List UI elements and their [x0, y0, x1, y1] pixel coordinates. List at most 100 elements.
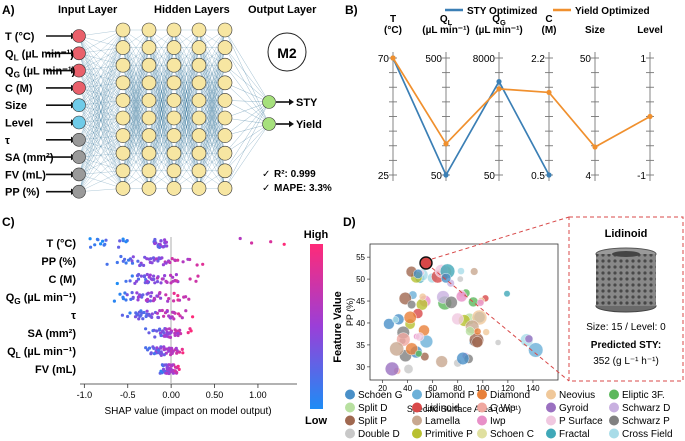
nn-edge: [148, 135, 175, 189]
shap-dot: [101, 239, 105, 243]
hidden-node: [191, 110, 207, 126]
hidden-node: [141, 110, 157, 126]
legend-label-yield: Yield Optimized: [575, 6, 650, 17]
series-point: [647, 113, 653, 120]
scatter-point: [405, 342, 419, 356]
shap-tick-label: -1.0: [77, 390, 93, 400]
nn-edge: [224, 101, 270, 136]
axis-max: 8000: [473, 54, 496, 65]
nn-edge: [198, 135, 226, 189]
nn-edge: [224, 29, 270, 103]
shap-dot: [155, 294, 159, 298]
shap-dot: [181, 260, 185, 264]
shap-dot: [115, 260, 119, 265]
shap-feature-label: PP (%): [41, 256, 76, 268]
shap-dot: [137, 272, 141, 277]
hidden-node: [166, 57, 182, 73]
input-label: Level: [5, 118, 33, 130]
nn-edge: [78, 29, 124, 175]
legend-label: Diamond: [490, 390, 530, 401]
shap-dot: [150, 261, 154, 265]
shap-dot: [124, 261, 128, 265]
series-point: [443, 141, 449, 147]
shap-dot: [148, 299, 152, 303]
shap-dot: [145, 312, 149, 316]
shap-dot: [159, 296, 163, 300]
scatter-xtick-label: 20: [378, 384, 387, 393]
shap-dot: [176, 294, 180, 298]
hidden-node: [141, 163, 157, 179]
nn-edge: [78, 29, 124, 54]
shap-dot: [154, 257, 158, 261]
shap-dot: [130, 259, 134, 263]
callout-title: Lidinoid: [605, 228, 648, 240]
nn-edge: [224, 65, 270, 125]
scatter-point: [440, 273, 452, 284]
series-point: [443, 172, 449, 178]
scatter-point: [451, 312, 464, 326]
nn-edge: [78, 82, 124, 192]
legend-marker: [345, 415, 355, 426]
hidden-node: [217, 93, 233, 108]
panel-d-letter: D): [343, 215, 356, 229]
parallel-lines: [390, 55, 653, 178]
shap-dot: [250, 241, 254, 245]
shap-feature-labels: T (°C) PP (%) C (M) QG (µL min⁻¹) τ SA (mm²) Q…: [6, 238, 77, 376]
panel-a-letter: A): [2, 3, 15, 17]
hidden-node: [166, 110, 182, 126]
shap-dot: [130, 291, 134, 295]
shap-dot: [118, 239, 122, 243]
shap-dot: [170, 346, 174, 350]
hidden-node: [166, 75, 182, 91]
nn-edge: [78, 29, 124, 123]
legend-marker: [345, 402, 355, 413]
axis-label: C: [545, 14, 552, 25]
shap-dot: [196, 274, 200, 278]
scatter-xtick-label: 100: [476, 384, 490, 393]
scatter-point: [435, 355, 448, 368]
shap-dot: [179, 332, 183, 336]
shap-dot: [102, 243, 106, 247]
legend-marker: [546, 415, 556, 426]
shap-dot: [156, 315, 160, 319]
input-label: C (M): [5, 83, 33, 95]
shap-dot: [165, 371, 169, 375]
lidinoid-structure-image: [595, 247, 657, 313]
shap-dot: [136, 298, 140, 302]
panel-a: A) Input Layer Hidden Layers Output Laye…: [2, 3, 332, 199]
shap-dot: [142, 263, 146, 267]
shap-dot: [160, 308, 164, 313]
shap-dot: [144, 346, 148, 350]
shap-dot: [124, 298, 128, 302]
shap-dot: [187, 297, 191, 301]
shap-dot: [153, 335, 157, 339]
nn-edge: [224, 123, 270, 189]
callout-size-level: Size: 15 / Level: 0: [586, 322, 666, 333]
shap-dot: [137, 317, 141, 321]
hidden-node: [217, 75, 233, 91]
shap-dot: [177, 350, 182, 354]
axis-min: 50: [431, 171, 443, 182]
nn-edge: [224, 101, 270, 119]
shap-dot: [178, 314, 182, 318]
axis-label-unit: (µL min⁻¹): [475, 25, 523, 36]
legend-marker: [546, 389, 556, 400]
shap-dot: [105, 262, 109, 266]
scatter-point: [528, 342, 544, 358]
shap-dot: [168, 367, 172, 371]
shap-dot: [172, 299, 176, 303]
shap-dot: [165, 244, 169, 248]
scatter-xtick-label: 40: [403, 384, 412, 393]
shap-dot: [124, 240, 128, 244]
shap-dot: [160, 256, 164, 260]
input-label: FV (mL): [5, 169, 46, 181]
legend-marker: [546, 402, 556, 413]
legend-marker: [412, 389, 422, 400]
scatter-point: [473, 327, 482, 336]
hidden-node: [191, 57, 207, 73]
legend-label: P Surface: [559, 416, 603, 427]
shap-dot: [164, 327, 168, 331]
hidden-node: [217, 181, 233, 196]
axis-max: 500: [425, 54, 442, 65]
output-arrowhead: [289, 120, 294, 128]
